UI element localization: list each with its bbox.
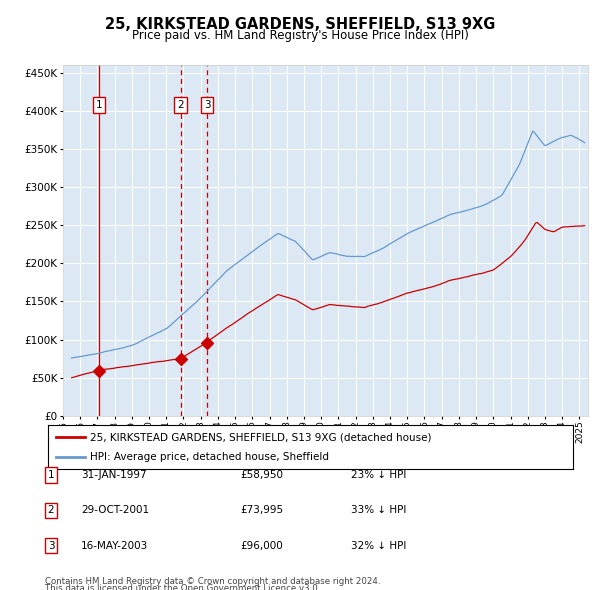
Text: This data is licensed under the Open Government Licence v3.0.: This data is licensed under the Open Gov…: [45, 584, 320, 590]
Text: £96,000: £96,000: [240, 541, 283, 550]
Text: 2: 2: [47, 506, 55, 515]
Text: 33% ↓ HPI: 33% ↓ HPI: [351, 506, 406, 515]
Text: 29-OCT-2001: 29-OCT-2001: [81, 506, 149, 515]
Text: Price paid vs. HM Land Registry's House Price Index (HPI): Price paid vs. HM Land Registry's House …: [131, 29, 469, 42]
Text: 32% ↓ HPI: 32% ↓ HPI: [351, 541, 406, 550]
Text: Contains HM Land Registry data © Crown copyright and database right 2024.: Contains HM Land Registry data © Crown c…: [45, 577, 380, 586]
Text: 2: 2: [177, 100, 184, 110]
Text: HPI: Average price, detached house, Sheffield: HPI: Average price, detached house, Shef…: [90, 452, 329, 461]
Text: 31-JAN-1997: 31-JAN-1997: [81, 470, 146, 480]
Text: 3: 3: [47, 541, 55, 550]
Text: 1: 1: [95, 100, 102, 110]
Text: 16-MAY-2003: 16-MAY-2003: [81, 541, 148, 550]
Text: £73,995: £73,995: [240, 506, 283, 515]
Text: 3: 3: [204, 100, 211, 110]
Text: 25, KIRKSTEAD GARDENS, SHEFFIELD, S13 9XG (detached house): 25, KIRKSTEAD GARDENS, SHEFFIELD, S13 9X…: [90, 432, 431, 442]
Text: £58,950: £58,950: [240, 470, 283, 480]
Text: 25, KIRKSTEAD GARDENS, SHEFFIELD, S13 9XG: 25, KIRKSTEAD GARDENS, SHEFFIELD, S13 9X…: [105, 17, 495, 31]
Text: 23% ↓ HPI: 23% ↓ HPI: [351, 470, 406, 480]
Text: 1: 1: [47, 470, 55, 480]
